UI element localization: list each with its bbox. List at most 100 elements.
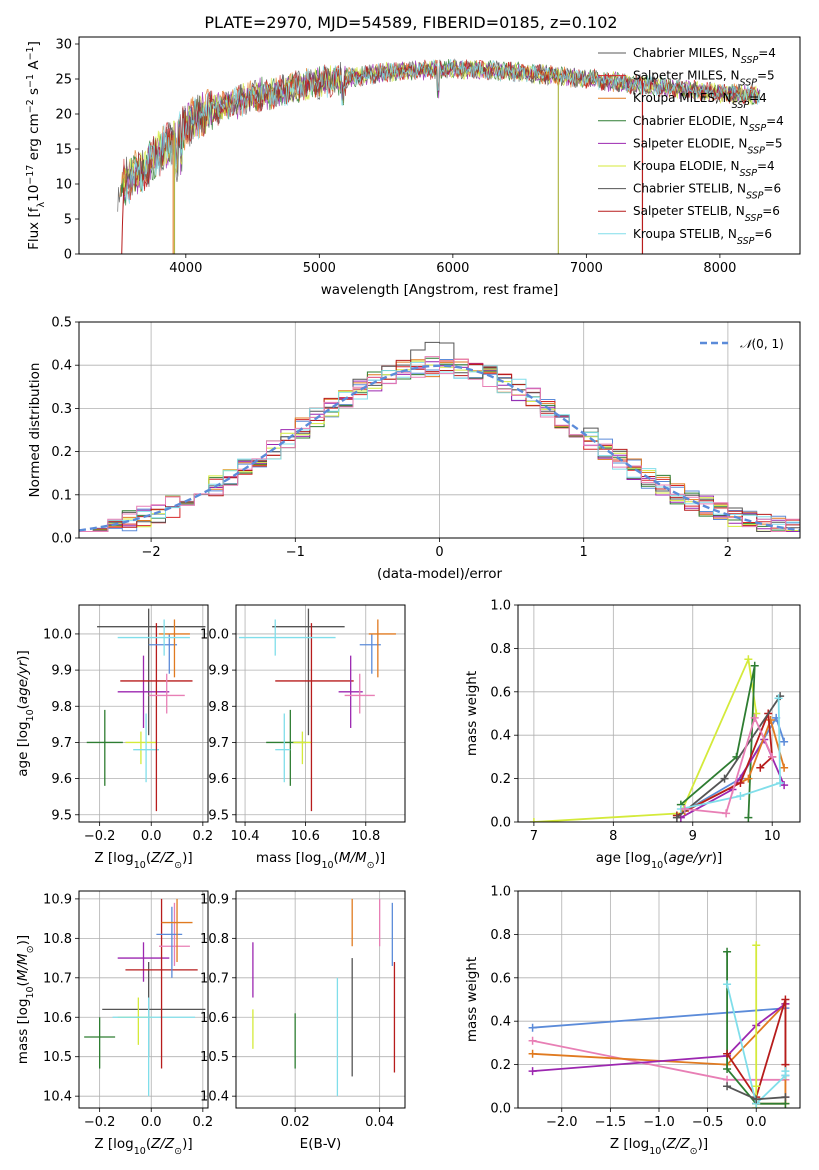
y-tick-label: 0.0 [490,816,511,831]
y-tick-label: 0.2 [51,445,72,460]
weight-point [723,1082,732,1091]
weight_vs_age-panel: 7 8 9 10 0.0 0.2 0.4 0.6 0.8 1.0 age [log10(age/yr… [464,599,801,871]
y-tick-label: 10 [55,178,72,193]
y-tick-label: 10.6 [200,1011,229,1026]
y-tick-label: 10.4 [43,1090,72,1105]
weight-point [528,1067,537,1076]
x-tick-label: 0.0 [141,1115,162,1130]
mass_vs_z-panel: −0.2 0.0 0.2 10.4 10.5 10.6 10.7 10.8 10.9 Z [log… [15,890,213,1157]
mass_vs_z-plot-area [84,898,206,1097]
y-tick-label: 20 [55,108,72,123]
weight-point [744,655,753,664]
weight-point [752,709,761,718]
weight-point [723,1064,732,1073]
weight-point [750,713,759,722]
y-tick-label: 10.9 [200,892,229,907]
y-axis-label: age [log10(age/yr)] [15,650,36,776]
weight_vs_age-plot-area [529,655,789,822]
axes-frame [235,890,406,1109]
spectrum-plot-area [117,58,761,254]
axes-frame [78,604,209,823]
weight-series-line [533,656,758,822]
y-tick-label: 0.2 [490,1058,511,1073]
y-tick-label: 0.4 [490,729,511,744]
age_vs_z-plot-area [86,608,206,812]
x-tick-label: 9 [689,829,697,844]
y-tick-label: 30 [55,38,72,53]
legend-label: 𝒩(0, 1) [740,337,784,351]
x-tick-label: 10 [764,829,781,844]
y-tick-label: 9.9 [208,664,229,679]
axes-frame [517,604,801,823]
x-tick-label: 7 [530,829,538,844]
weight-point [528,1023,537,1032]
y-tick-label: 1.0 [490,885,511,900]
mass_vs_ebv-panel: 0.02 0.04 10.4 10.5 10.6 10.7 10.8 10.9 E(B-V) [200,890,406,1152]
y-tick-label: 10.5 [43,1050,72,1065]
residuals-panel: −2 −1 0 1 2 0.0 0.1 0.2 0.3 0.4 0.5 (data-model)/er… [27,316,801,582]
weight-series-line [726,951,786,1105]
x-tick-label: 10.8 [351,829,380,844]
legend-label: Chabrier STELIB, NSSP=6 [633,182,781,202]
spectrum-panel: 4000 5000 6000 7000 8000 0 5 10 15 20 25 30 waveleng… [25,36,801,298]
y-tick-label: 1.0 [490,599,511,614]
y-tick-label: 10.6 [43,1011,72,1026]
weight-point [744,774,753,783]
age_vs_z-panel: −0.2 0.0 0.2 9.5 9.6 9.7 9.8 9.9 10.0 Z [log10(Z/… [15,604,213,871]
weight-point [722,809,731,818]
y-tick-label: 0.3 [51,402,72,417]
legend-label: Chabrier ELODIE, NSSP=4 [633,114,784,134]
x-tick-label: 1 [580,545,588,560]
weight-point [720,774,729,783]
x-tick-label: −0.5 [692,1115,724,1130]
weight-point [752,941,761,950]
weight-series-line [726,999,787,1100]
y-tick-label: 0.0 [51,532,72,547]
x-tick-label: 0.02 [281,1115,310,1130]
x-tick-label: 0.0 [746,1115,767,1130]
x-tick-label: 0.2 [192,1115,213,1130]
weight-point [528,1049,537,1058]
weight-point [768,752,777,761]
legend-label: Salpeter STELIB, NSSP=6 [633,204,780,224]
x-axis-label: Z [log10(Z/Z⊙)] [610,1136,708,1157]
y-tick-label: 0 [64,248,72,263]
x-tick-label: 0.2 [192,829,213,844]
weight-point [528,1036,537,1045]
weight-point [752,1095,761,1104]
y-tick-label: 0.8 [490,642,511,657]
legend-label: Kroupa STELIB, NSSP=6 [633,227,772,247]
weight-point [529,818,538,822]
x-tick-label: −0.2 [84,1115,116,1130]
y-tick-label: 10.8 [200,932,229,947]
y-tick-label: 9.7 [51,736,72,751]
axes-frame [235,604,406,823]
x-axis-label: mass [log10(M/M⊙)] [256,850,385,871]
x-tick-label: 5000 [303,261,336,276]
y-tick-label: 0.1 [51,488,72,503]
x-tick-label: 7000 [570,261,603,276]
x-tick-label: 8000 [703,261,736,276]
y-tick-label: 0.6 [490,971,511,986]
legend-label: Kroupa ELODIE, NSSP=4 [633,159,775,179]
legend-label: Kroupa MILES, NSSP=4 [633,91,767,111]
x-tick-label: −1.0 [643,1115,675,1130]
weight-point [756,763,765,772]
x-axis-label: wavelength [Angstrom, rest frame] [321,282,559,298]
axes-frame [78,890,209,1109]
y-tick-label: 10.9 [43,892,72,907]
y-tick-label: 0.0 [490,1102,511,1117]
x-tick-label: −2 [142,545,161,560]
y-axis-label: mass [log10(M/M⊙)] [15,935,36,1064]
age_vs_mass-panel: 10.4 10.6 10.8 9.5 9.6 9.7 9.8 9.9 10.0 mass [log… [200,604,406,871]
y-axis-label: mass weight [464,671,480,756]
y-tick-label: 0.8 [490,928,511,943]
axes-frame [78,36,801,255]
x-tick-label: −2.0 [546,1115,578,1130]
y-tick-label: 9.8 [208,700,229,715]
weight-series-line [680,665,756,818]
spectrum-series-line [125,59,761,204]
weight-point [752,1082,761,1091]
weight-point [672,813,681,822]
